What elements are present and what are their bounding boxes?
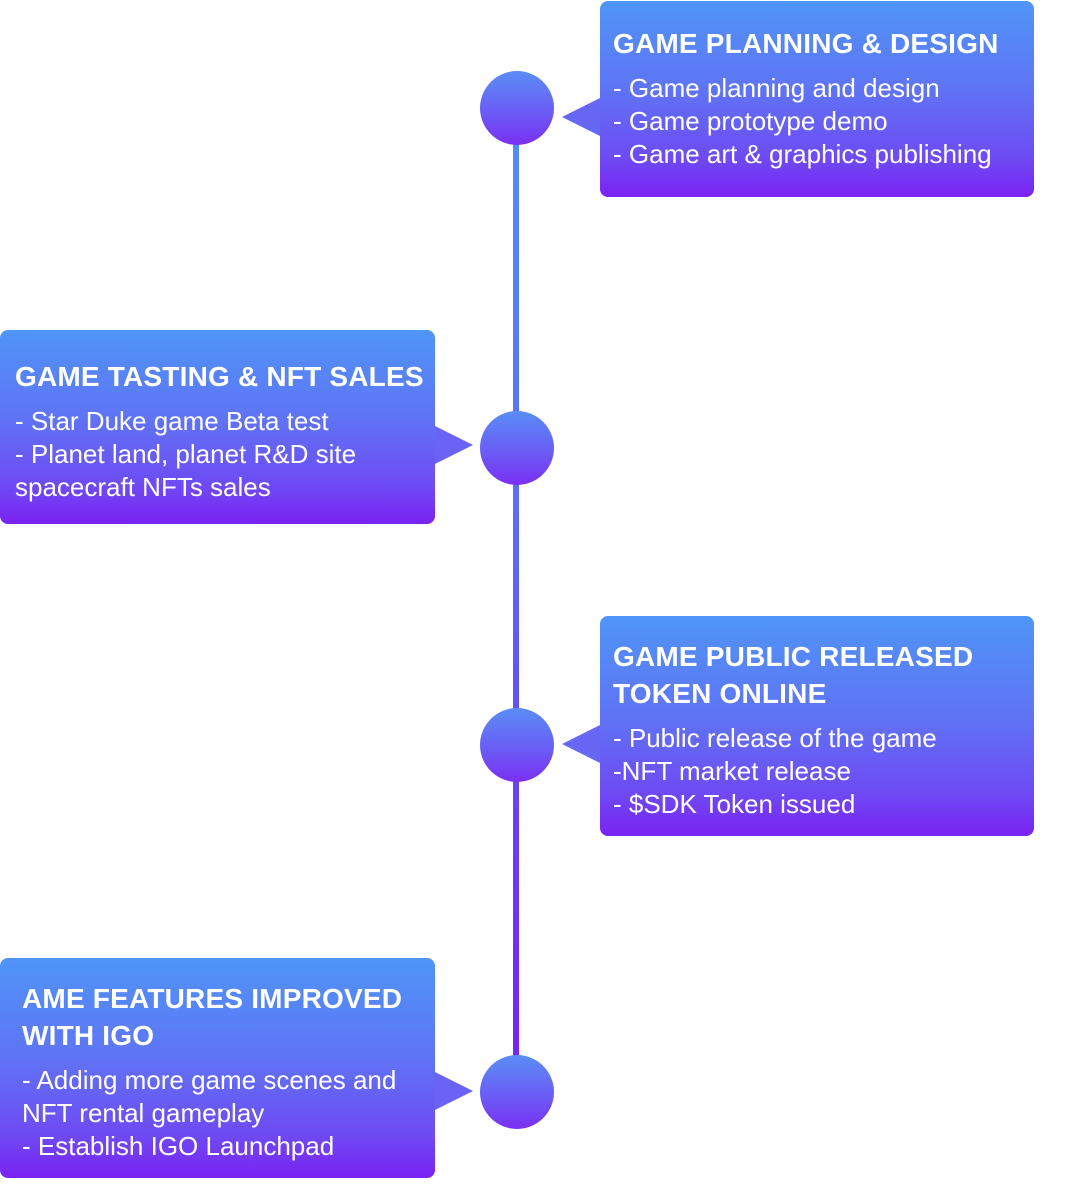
milestone-title: AME FEATURES IMPROVED WITH IGO <box>22 983 403 1051</box>
milestone-card-2: GAME TASTING & NFT SALES - Star Duke gam… <box>0 330 435 524</box>
timeline-node-3 <box>480 708 554 782</box>
milestone-card-3: GAME PUBLIC RELEASED TOKEN ONLINE - Publ… <box>600 616 1034 836</box>
milestone-items: - Adding more game scenes and NFT rental… <box>22 1064 425 1163</box>
milestone-card-1: GAME PLANNING & DESIGN - Game planning a… <box>600 1 1034 197</box>
milestone-item: - $SDK Token issued <box>613 789 856 819</box>
milestone-title: GAME PLANNING & DESIGN <box>613 28 999 59</box>
timeline-node-1 <box>480 71 554 145</box>
milestone-item: - Adding more game scenes and <box>22 1065 397 1095</box>
card-pointer-3 <box>562 725 600 763</box>
milestone-item: spacecraft NFTs sales <box>15 472 271 502</box>
timeline-node-2 <box>480 411 554 485</box>
card-pointer-2 <box>435 426 473 464</box>
milestone-item: - Star Duke game Beta test <box>15 406 329 436</box>
milestone-item: - Game planning and design <box>613 73 940 103</box>
milestone-item: NFT rental gameplay <box>22 1098 265 1128</box>
timeline-line <box>513 108 519 1093</box>
milestone-card-4: AME FEATURES IMPROVED WITH IGO - Adding … <box>0 958 435 1178</box>
milestone-items: - Public release of the game -NFT market… <box>613 722 1022 821</box>
card-pointer-4 <box>435 1072 473 1110</box>
timeline-node-4 <box>480 1055 554 1129</box>
milestone-item: - Establish IGO Launchpad <box>22 1131 335 1161</box>
milestone-item: - Game art & graphics publishing <box>613 139 992 169</box>
milestone-item: - Game prototype demo <box>613 106 888 136</box>
milestone-items: - Star Duke game Beta test - Planet land… <box>15 405 425 504</box>
card-pointer-1 <box>562 98 600 136</box>
milestone-item: - Planet land, planet R&D site <box>15 439 357 469</box>
milestone-title: GAME TASTING & NFT SALES <box>15 361 424 392</box>
milestone-item: - Public release of the game <box>613 723 937 753</box>
milestone-item: -NFT market release <box>613 756 851 786</box>
milestone-title: GAME PUBLIC RELEASED TOKEN ONLINE <box>613 641 974 709</box>
milestone-items: - Game planning and design - Game protot… <box>613 72 1022 171</box>
